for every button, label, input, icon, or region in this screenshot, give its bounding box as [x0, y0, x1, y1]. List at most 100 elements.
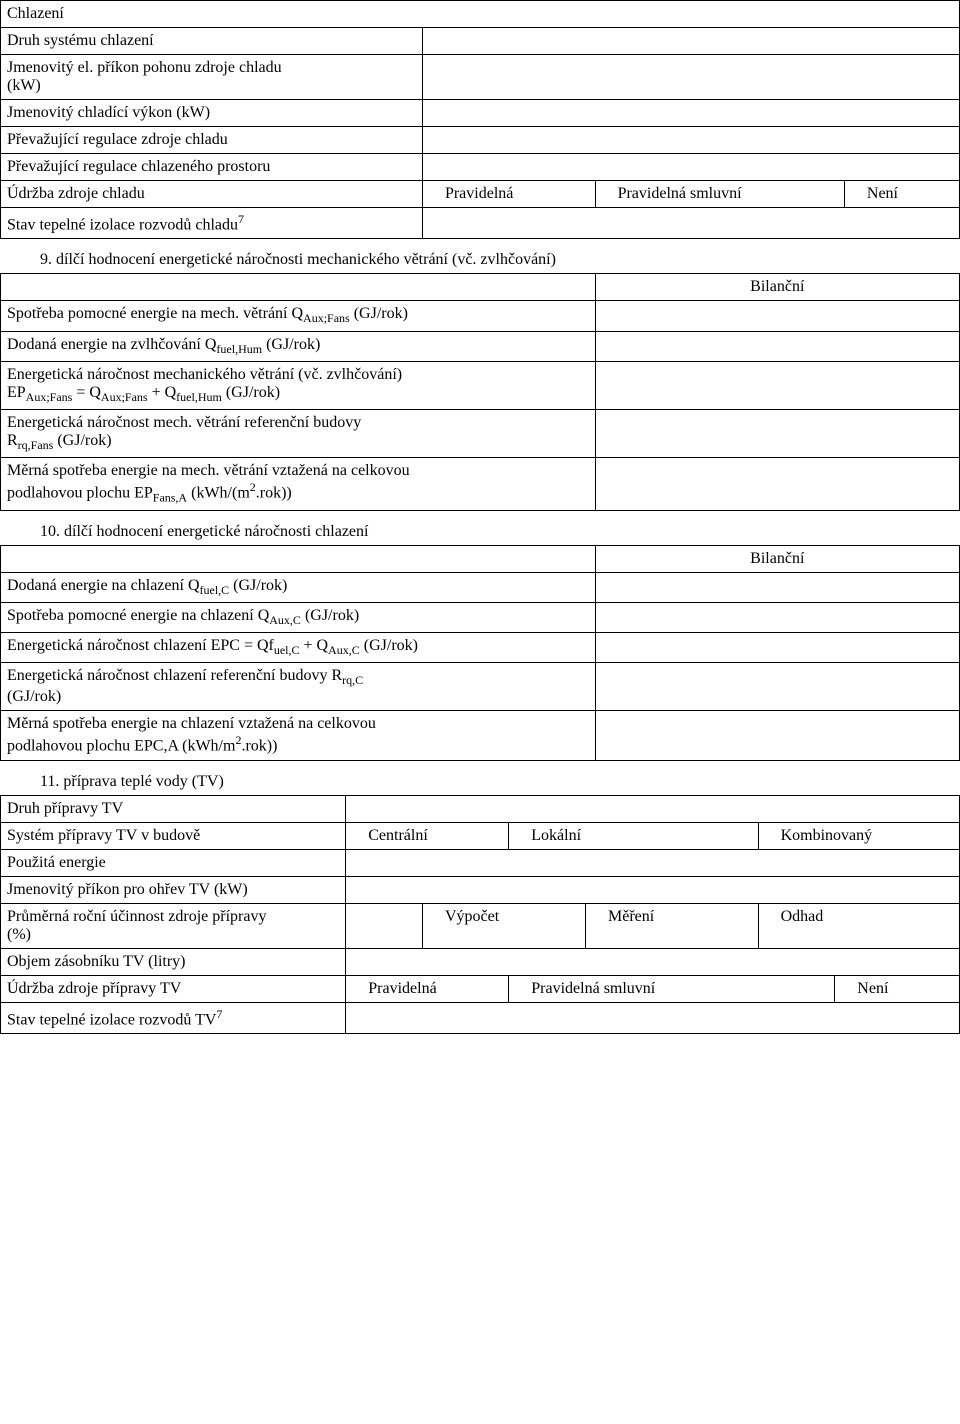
text: Dodaná energie na zvlhčování Q [7, 336, 216, 353]
row-druh-pripravy: Druh přípravy TV [1, 795, 346, 822]
text: Kombinovaný [781, 827, 873, 844]
heading-section9: 9. dílčí hodnocení energetické náročnost… [0, 239, 960, 273]
sup: 7 [216, 1007, 222, 1021]
row-druh-systemu: Druh systému chlazení [1, 28, 423, 55]
opt-lokalni: Lokální [509, 822, 758, 849]
text: (GJ/rok) [7, 688, 61, 705]
sub: Aux,C [328, 643, 360, 657]
row-izolace-chladu: Stav tepelné izolace rozvodů chladu7 [1, 208, 423, 239]
sub: fuel,C [200, 583, 230, 597]
sub: fuel,Hum [216, 342, 262, 356]
cell-empty [422, 55, 959, 100]
cell-empty [1, 274, 596, 301]
checkbox-icon [515, 830, 527, 842]
checkbox-icon [352, 983, 364, 995]
row-jmenovity-prikon-tv: Jmenovitý příkon pro ohřev TV (kW) [1, 876, 346, 903]
cell-empty [595, 663, 959, 711]
cell-empty [595, 711, 959, 760]
table-section10: Bilanční Dodaná energie na chlazení Qfue… [0, 545, 960, 761]
text: Výpočet [445, 908, 499, 925]
text: Odhad [781, 908, 824, 925]
cell-empty [1, 545, 596, 572]
checkbox-icon [851, 188, 863, 200]
row-pouzita-energie: Použitá energie [1, 849, 346, 876]
text: Centrální [368, 827, 428, 844]
text: Energetická náročnost mechanického větrá… [7, 366, 402, 383]
text: Energetická náročnost mech. větrání refe… [7, 414, 361, 431]
cell-empty [595, 458, 959, 511]
col-header-bilancni: Bilanční [595, 274, 959, 301]
text: Průměrná roční účinnost zdroje přípravy [7, 908, 266, 925]
checkbox-icon [592, 911, 604, 923]
sub: Aux;Fans [101, 390, 148, 404]
text: Lokální [531, 827, 581, 844]
opt-odhad: Odhad [758, 903, 959, 948]
cell-empty [595, 331, 959, 361]
cell-empty [346, 1002, 960, 1033]
checkbox-icon [841, 983, 853, 995]
text: (GJ/rok) [262, 336, 320, 353]
text: (GJ/rok) [301, 607, 359, 624]
cell-empty [422, 154, 959, 181]
text: Stav tepelné izolace rozvodů TV [7, 1011, 216, 1028]
row-spotreba-pomocne-chlazeni: Spotřeba pomocné energie na chlazení QAu… [1, 602, 596, 632]
row-objem-zasobniku: Objem zásobníku TV (litry) [1, 948, 346, 975]
row-ref-budovy: Energetická náročnost mech. větrání refe… [1, 409, 596, 457]
row-system-pripravy: Systém přípravy TV v budově [1, 822, 346, 849]
row-epc: Energetická náročnost chlazení EPC = Qfu… [1, 632, 596, 662]
cell-empty [595, 409, 959, 457]
cell-empty [422, 28, 959, 55]
text: podlahovou plochu EP [7, 484, 153, 501]
row-chladici-vykon: Jmenovitý chladící výkon (kW) [1, 100, 423, 127]
text: + Q [300, 637, 329, 654]
cell-empty [595, 632, 959, 662]
col-header-bilancni: Bilanční [595, 545, 959, 572]
text: .rok)) [256, 484, 292, 501]
row-regulace-zdroje: Převažující regulace zdroje chladu [1, 127, 423, 154]
checkbox-icon [515, 983, 527, 995]
text: Jmenovitý el. příkon pohonu zdroje chlad… [7, 59, 282, 76]
text: Pravidelná [368, 980, 436, 997]
sub: rq,C [342, 673, 363, 687]
cell-empty [422, 100, 959, 127]
opt-pravidelna-tv: Pravidelná [346, 975, 509, 1002]
text: Stav tepelné izolace rozvodů chladu [7, 216, 238, 233]
text: + Q [148, 384, 177, 401]
cell-empty [346, 795, 960, 822]
text: Dodaná energie na chlazení Q [7, 577, 200, 594]
text: (GJ/rok) [350, 305, 408, 322]
checkbox-icon [765, 911, 777, 923]
row-dodana-chlazeni: Dodaná energie na chlazení Qfuel,C (GJ/r… [1, 572, 596, 602]
text: Pravidelná [445, 185, 513, 202]
text: (GJ/rok) [229, 577, 287, 594]
text: Měření [608, 908, 654, 925]
cell-empty [346, 948, 960, 975]
opt-vypocet: Výpočet [422, 903, 585, 948]
row-merna-spotreba: Měrná spotřeba energie na mech. větrání … [1, 458, 596, 511]
header-chlazeni: Chlazení [1, 1, 960, 28]
table-section11: Druh přípravy TV Systém přípravy TV v bu… [0, 795, 960, 1034]
row-ref-chlazeni: Energetická náročnost chlazení referenčn… [1, 663, 596, 711]
table-chlazeni: Chlazení Druh systému chlazení Jmenovitý… [0, 0, 960, 239]
opt-centralni: Centrální [346, 822, 509, 849]
text: (kW) [7, 77, 41, 94]
text: (%) [7, 926, 31, 943]
heading-section11: 11. příprava teplé vody (TV) [0, 761, 960, 795]
row-izolace-tv: Stav tepelné izolace rozvodů TV7 [1, 1002, 346, 1033]
text: = Q [72, 384, 101, 401]
row-udrzba-label: Údržba zdroje chladu [1, 181, 423, 208]
checkbox-icon [429, 188, 441, 200]
text: (GJ/rok) [53, 432, 111, 449]
text: podlahovou plochu EPC,A (kWh/m [7, 738, 235, 755]
sub: Aux,C [269, 613, 301, 627]
row-regulace-prostoru: Převažující regulace chlazeného prostoru [1, 154, 423, 181]
text: Není [867, 185, 898, 202]
opt-kombinovany: Kombinovaný [758, 822, 959, 849]
text: (GJ/rok) [360, 637, 418, 654]
text: (kWh/(m [187, 484, 250, 501]
text: Energetická náročnost chlazení referenčn… [7, 667, 342, 684]
text: (GJ/rok) [222, 384, 280, 401]
sub: Fans,A [153, 491, 187, 505]
text: EP [7, 384, 26, 401]
heading-section10: 10. dílčí hodnocení energetické náročnos… [0, 511, 960, 545]
